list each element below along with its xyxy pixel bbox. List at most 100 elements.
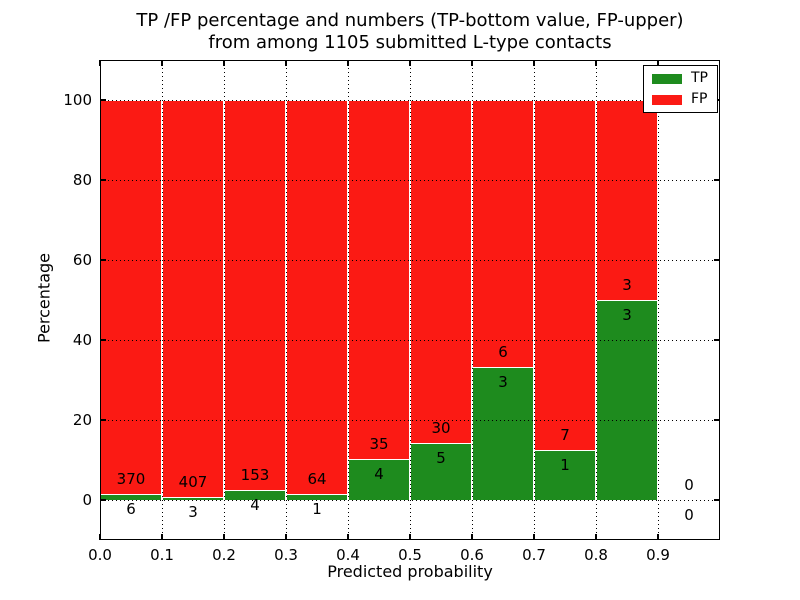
fp-bar-segment bbox=[348, 100, 410, 500]
fp-count-label: 7 bbox=[560, 426, 570, 444]
x-gridline bbox=[409, 60, 411, 540]
x-tick-label: 0.4 bbox=[336, 546, 360, 564]
y-tick-label: 80 bbox=[72, 171, 92, 189]
y-tick-label: 0 bbox=[82, 491, 92, 509]
stacked-bar bbox=[100, 100, 162, 500]
tp-count-label: 3 bbox=[622, 306, 632, 324]
stacked-bar bbox=[286, 100, 348, 500]
fp-count-label: 370 bbox=[116, 469, 146, 488]
x-tick-top bbox=[595, 60, 597, 66]
fp-bar-segment bbox=[534, 100, 596, 500]
y-tick-left bbox=[100, 259, 106, 261]
tp-count-label: 4 bbox=[374, 464, 384, 483]
x-tick-bottom bbox=[99, 534, 101, 540]
x-tick-label: 0.8 bbox=[584, 546, 608, 564]
x-tick-bottom bbox=[285, 534, 287, 540]
legend-item-tp: TP bbox=[652, 71, 708, 86]
y-tick-right bbox=[714, 259, 720, 261]
y-tick-label: 20 bbox=[72, 411, 92, 429]
y-tick-label: 100 bbox=[63, 91, 92, 109]
x-tick-top bbox=[409, 60, 411, 66]
legend-label-fp: FP bbox=[691, 91, 708, 107]
fp-count-label: 35 bbox=[369, 434, 389, 453]
tp-bar-segment bbox=[596, 300, 658, 500]
x-gridline bbox=[161, 60, 163, 540]
y-tick-left bbox=[100, 179, 106, 181]
y-gridline bbox=[100, 179, 720, 181]
y-tick-right bbox=[714, 179, 720, 181]
y-gridline bbox=[100, 99, 720, 101]
x-gridline bbox=[533, 60, 535, 540]
y-tick-left bbox=[100, 339, 106, 341]
x-tick-bottom bbox=[409, 534, 411, 540]
fp-color-swatch bbox=[652, 94, 682, 105]
tp-count-label: 3 bbox=[498, 372, 508, 391]
y-tick-left bbox=[100, 99, 106, 101]
chart-title-line1: TP /FP percentage and numbers (TP-bottom… bbox=[136, 10, 684, 31]
stacked-bar bbox=[410, 100, 472, 500]
y-tick-right bbox=[714, 339, 720, 341]
stacked-bar bbox=[162, 100, 224, 500]
tp-bar-segment bbox=[348, 458, 410, 500]
x-tick-top bbox=[161, 60, 163, 66]
y-tick-right bbox=[714, 499, 720, 501]
x-tick-top bbox=[347, 60, 349, 66]
fp-count-label: 0 bbox=[684, 476, 694, 494]
tp-count-label: 3 bbox=[188, 503, 198, 522]
stacked-bar bbox=[224, 100, 286, 500]
x-tick-label: 0.2 bbox=[212, 546, 236, 564]
x-gridline bbox=[657, 60, 659, 540]
x-tick-bottom bbox=[533, 534, 535, 540]
fp-bar-segment bbox=[410, 100, 472, 500]
x-tick-top bbox=[471, 60, 473, 66]
stacked-bar bbox=[348, 100, 410, 500]
x-gridline bbox=[595, 60, 597, 540]
fp-bar-segment bbox=[224, 100, 286, 500]
x-gridline bbox=[471, 60, 473, 540]
plot-area: TP FP 370 6 407 3 153 4 64 1 35 4 30 5 6 3 7 1 3 3 0 0 bbox=[99, 60, 720, 540]
x-tick-bottom bbox=[161, 534, 163, 540]
chart-title-line2: from among 1105 submitted L-type contact… bbox=[208, 32, 612, 53]
x-tick-bottom bbox=[347, 534, 349, 540]
tp-count-label: 4 bbox=[250, 495, 260, 514]
y-tick-label: 60 bbox=[72, 251, 92, 269]
fp-count-label: 64 bbox=[307, 469, 327, 488]
tp-count-label: 5 bbox=[436, 448, 446, 467]
x-tick-top bbox=[223, 60, 225, 66]
y-tick-left bbox=[100, 499, 106, 501]
fp-count-label: 6 bbox=[498, 342, 508, 361]
legend-item-fp: FP bbox=[652, 92, 708, 107]
x-gridline bbox=[347, 60, 349, 540]
x-tick-top bbox=[99, 60, 101, 66]
stacked-bar bbox=[596, 100, 658, 500]
stacked-bar bbox=[472, 100, 534, 500]
fp-bar-segment bbox=[162, 100, 224, 500]
tp-bar-segment bbox=[410, 442, 472, 500]
fp-count-label: 3 bbox=[622, 276, 632, 294]
fp-count-label: 30 bbox=[431, 418, 451, 437]
x-tick-bottom bbox=[657, 534, 659, 540]
chart-title: TP /FP percentage and numbers (TP-bottom… bbox=[100, 10, 720, 54]
x-tick-bottom bbox=[471, 534, 473, 540]
x-tick-top bbox=[657, 60, 659, 66]
y-tick-right bbox=[714, 419, 720, 421]
tp-count-label: 1 bbox=[312, 499, 322, 518]
x-tick-bottom bbox=[595, 534, 597, 540]
tp-count-label: 0 bbox=[684, 506, 694, 524]
legend-label-tp: TP bbox=[691, 70, 708, 86]
y-gridline bbox=[100, 419, 720, 421]
tp-bar-segment bbox=[472, 366, 534, 500]
x-gridline bbox=[223, 60, 225, 540]
stacked-bar bbox=[534, 100, 596, 500]
y-gridline bbox=[100, 259, 720, 261]
x-tick-bottom bbox=[223, 534, 225, 540]
y-tick-left bbox=[100, 419, 106, 421]
x-tick-label: 0.0 bbox=[88, 546, 112, 564]
x-gridline bbox=[285, 60, 287, 540]
y-gridline bbox=[100, 339, 720, 341]
tp-color-swatch bbox=[652, 73, 682, 84]
x-tick-label: 0.5 bbox=[398, 546, 422, 564]
x-tick-label: 0.7 bbox=[522, 546, 546, 564]
x-tick-label: 0.3 bbox=[274, 546, 298, 564]
